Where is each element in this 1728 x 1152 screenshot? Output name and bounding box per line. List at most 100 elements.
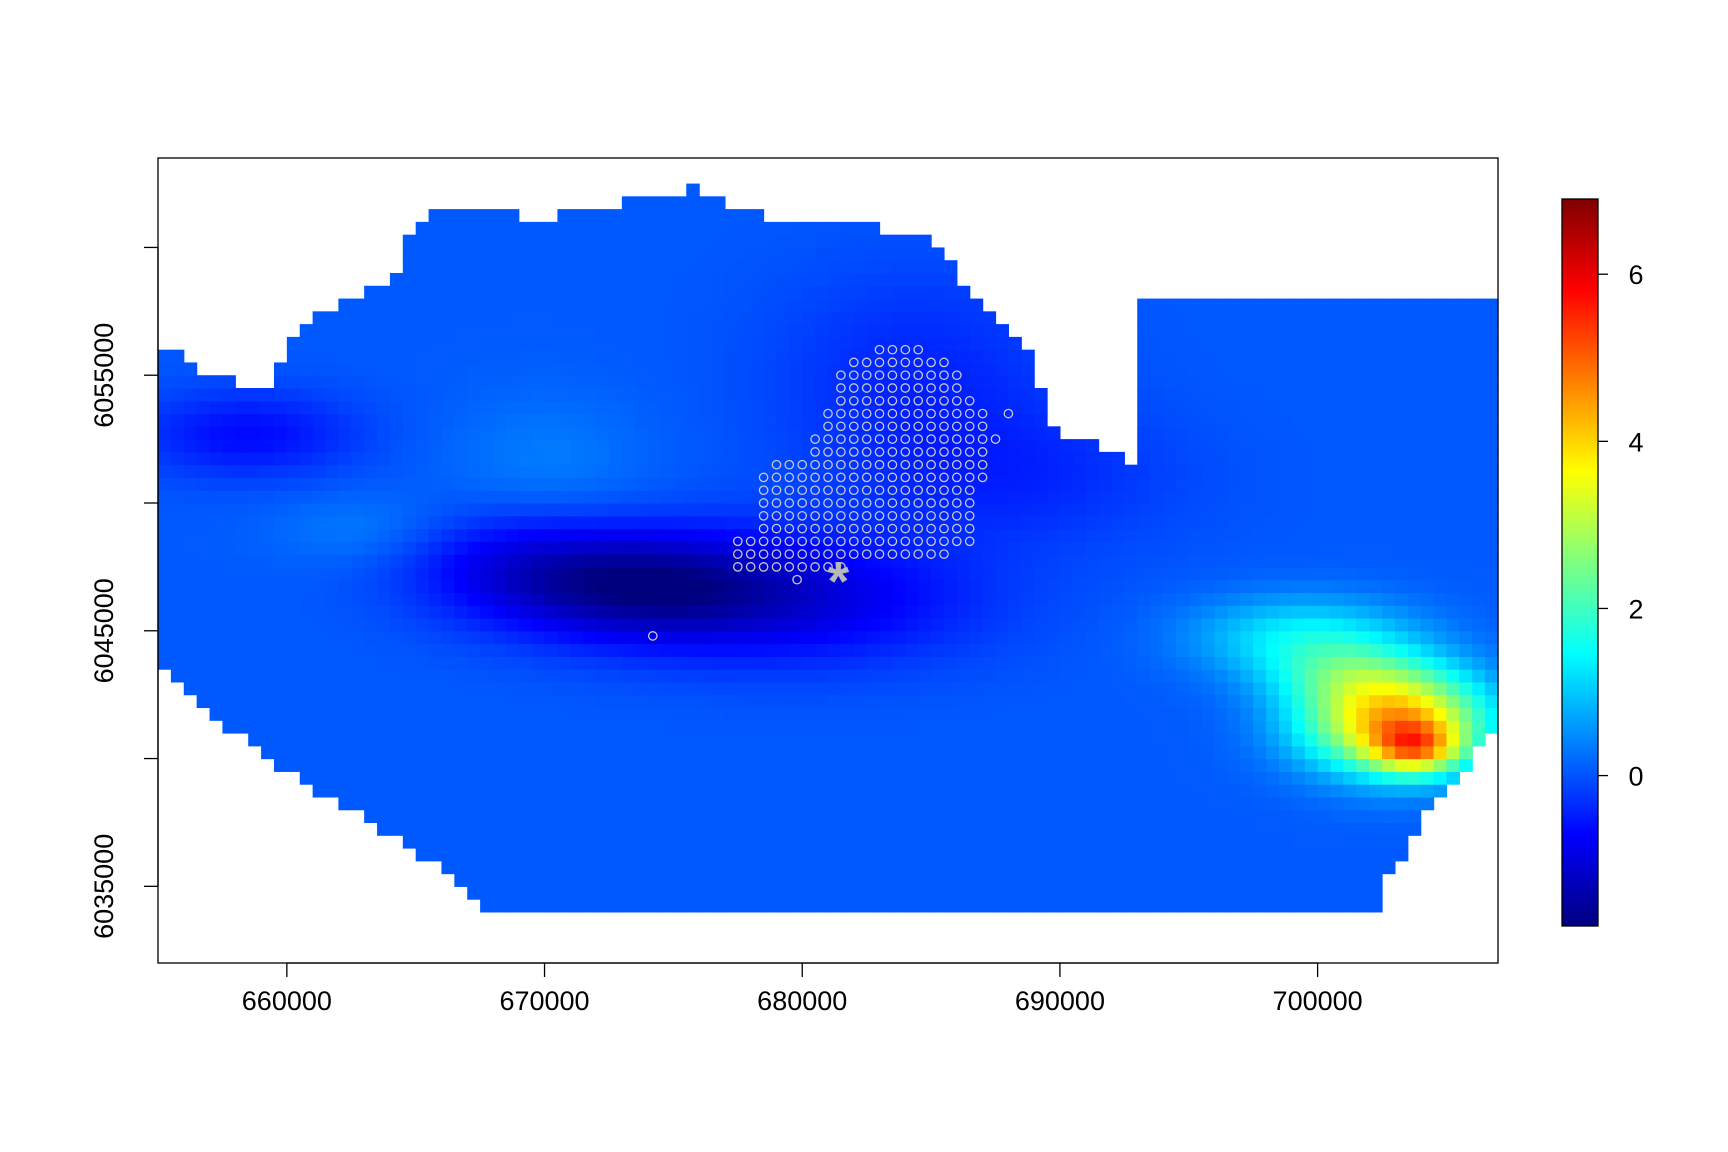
heat-cell (222, 528, 236, 542)
heat-cell (956, 579, 971, 594)
heat-cell (273, 720, 288, 734)
heat-cell (1034, 413, 1048, 427)
heat-cell (338, 490, 352, 504)
heat-cell (660, 554, 674, 568)
heat-cell (686, 528, 700, 542)
heat-cell (158, 554, 172, 568)
heat-cell (1485, 618, 1499, 632)
heat-cell (1021, 669, 1035, 683)
heat-cell (892, 873, 906, 887)
heat-cell (815, 234, 829, 249)
heat-cell (1059, 566, 1074, 581)
heat-cell (1407, 413, 1422, 427)
heat-cell (428, 528, 443, 542)
heat-cell (441, 285, 455, 300)
heat-cell (454, 221, 468, 236)
heat-cell (1124, 899, 1138, 913)
heat-cell (789, 503, 803, 517)
heat-cell (763, 554, 778, 568)
heat-cell (557, 477, 571, 491)
heat-cell (1227, 809, 1241, 824)
heat-cell (1214, 566, 1229, 581)
heat-cell (879, 681, 894, 696)
heat-cell (1369, 579, 1383, 594)
heat-cell (273, 400, 288, 415)
heat-cell (828, 336, 842, 351)
heat-cell (686, 681, 700, 696)
heat-cell (1008, 528, 1022, 542)
heat-cell (969, 630, 984, 645)
heat-cell (364, 720, 378, 734)
heat-cell (1304, 324, 1319, 338)
heat-cell (776, 745, 790, 760)
heat-cell (892, 439, 906, 453)
heat-cell (1266, 758, 1280, 772)
heat-cell (583, 745, 597, 760)
heat-cell (724, 426, 739, 440)
heat-cell (261, 720, 275, 734)
heat-cell (557, 375, 571, 389)
heat-cell (1394, 745, 1409, 760)
heat-cell (441, 209, 455, 223)
heat-cell (866, 541, 881, 555)
heat-cell (931, 324, 945, 338)
heat-cell (441, 388, 455, 402)
heat-cell (415, 413, 430, 427)
heat-cell (1008, 784, 1022, 798)
heat-cell (712, 848, 726, 862)
heat-cell (1291, 362, 1306, 376)
heat-cell (969, 503, 984, 517)
heat-cell (1227, 451, 1241, 466)
heat-cell (1124, 720, 1138, 734)
heat-cell (531, 681, 546, 696)
heat-cell (1175, 809, 1190, 824)
heat-cell (1278, 886, 1293, 900)
heat-cell (1214, 643, 1229, 657)
heat-cell (570, 592, 584, 606)
heat-cell (943, 899, 958, 913)
heat-cell (583, 771, 597, 785)
heat-cell (377, 477, 391, 491)
heat-cell (1278, 605, 1293, 619)
heat-cell (1034, 477, 1048, 491)
heat-cell (776, 758, 790, 772)
heat-cell (1304, 643, 1319, 657)
heat-cell (222, 630, 236, 645)
heat-cell (1047, 592, 1061, 606)
heat-cell (750, 605, 765, 619)
heat-cell (261, 566, 275, 581)
heat-cell (1304, 592, 1319, 606)
heat-cell (956, 860, 971, 875)
heat-cell (299, 375, 314, 389)
heat-cell (1394, 848, 1409, 862)
observation-point (900, 472, 911, 483)
heat-cell (170, 388, 185, 402)
heat-cell (570, 758, 584, 772)
heat-cell (1266, 324, 1280, 338)
heat-cell (840, 796, 855, 811)
heat-cell (1253, 745, 1267, 760)
heat-cell (441, 273, 455, 287)
heat-cell (158, 643, 172, 657)
heat-cell (750, 311, 765, 325)
heat-cell (1240, 554, 1254, 568)
heat-cell (544, 605, 559, 619)
heat-cell (518, 375, 533, 389)
heat-cell (209, 375, 224, 389)
heat-cell (1227, 541, 1241, 555)
heat-cell (660, 566, 674, 581)
heat-cell (505, 490, 520, 504)
heat-cell (969, 490, 984, 504)
heat-cell (802, 656, 816, 670)
heat-cell (377, 566, 391, 581)
heat-cell (673, 809, 687, 824)
heat-cell (956, 720, 971, 734)
heat-cell (1253, 733, 1267, 747)
heat-cell (557, 311, 571, 325)
heat-cell (647, 464, 662, 479)
heat-cell (222, 669, 236, 683)
heat-cell (428, 388, 443, 402)
heat-cell (158, 515, 172, 530)
heat-cell (621, 196, 636, 210)
heat-cell (1227, 822, 1241, 836)
